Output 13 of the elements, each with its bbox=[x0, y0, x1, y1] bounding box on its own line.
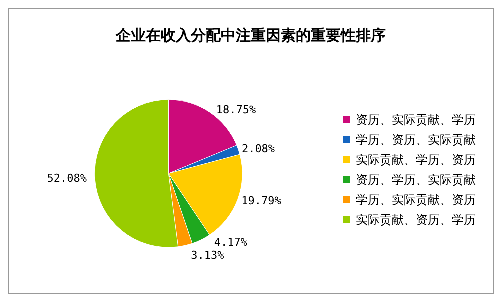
data-label: 18.75% bbox=[216, 103, 257, 116]
legend-label: 实际贡献、学历、资历 bbox=[356, 153, 476, 167]
data-label: 2.08% bbox=[242, 142, 276, 156]
legend-label: 学历、资历、实际贡献 bbox=[356, 133, 476, 147]
chart-title: 企业在收入分配中注重因素的重要性排序 bbox=[115, 26, 386, 44]
data-label: 3.13% bbox=[191, 249, 225, 262]
legend-label: 学历、实际贡献、资历 bbox=[356, 193, 476, 207]
data-label: 52.08% bbox=[47, 172, 88, 186]
legend-label: 资历、学历、实际贡献 bbox=[356, 173, 476, 187]
data-label: 19.79% bbox=[242, 194, 282, 208]
legend-label: 资历、实际贡献、学历 bbox=[356, 113, 476, 127]
data-label: 4.17% bbox=[214, 236, 248, 250]
legend-label: 实际贡献、资历、学历 bbox=[356, 213, 476, 227]
